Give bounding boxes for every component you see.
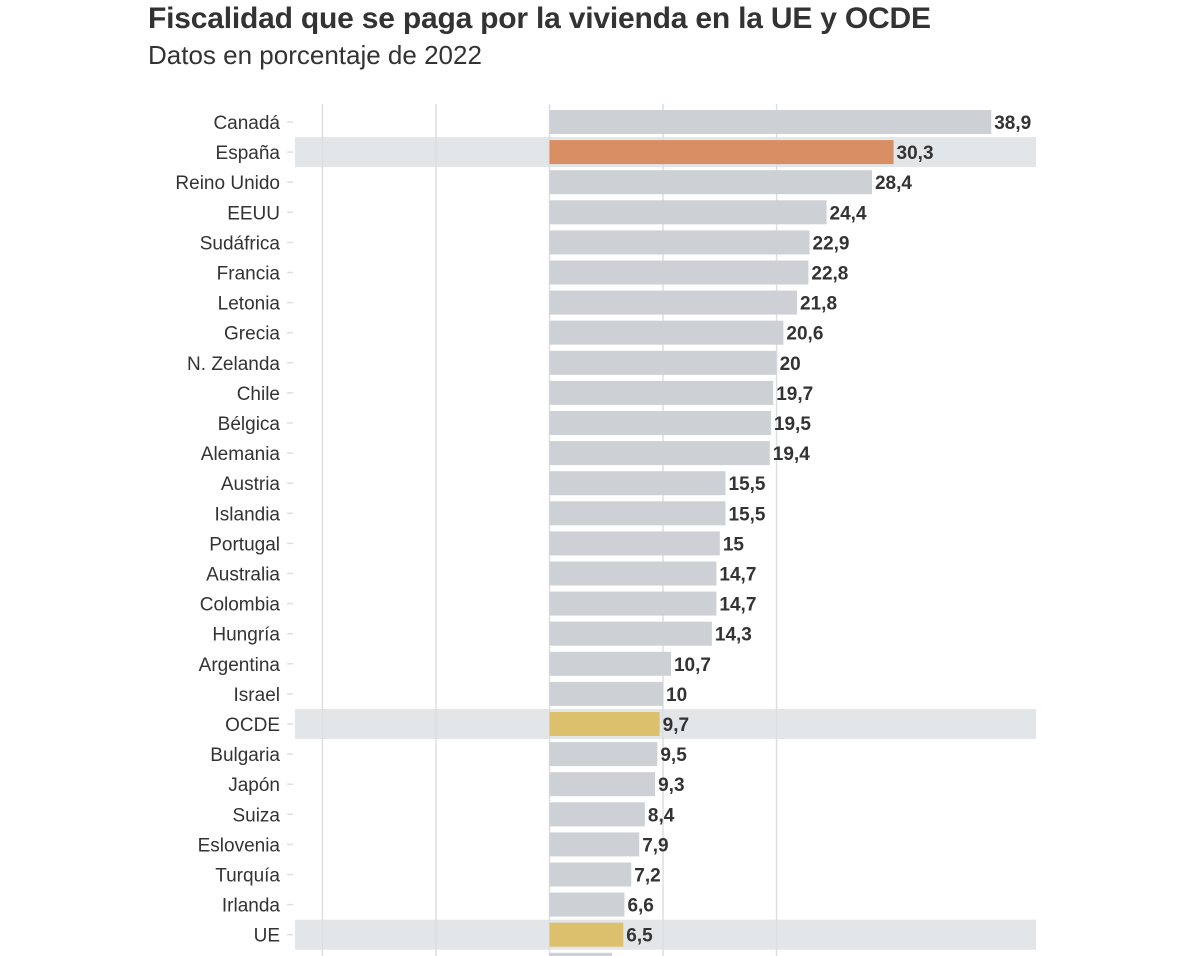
bar: [549, 380, 774, 405]
bar: [549, 862, 632, 887]
value-label: 10,7: [674, 655, 711, 676]
value-label: 14,7: [719, 565, 756, 586]
value-label: 24,4: [830, 203, 867, 224]
value-label: 8,4: [648, 805, 675, 826]
value-label: 15,5: [729, 504, 766, 525]
bar: [549, 531, 720, 556]
category-label: Francia: [217, 264, 281, 285]
category-label: Portugal: [209, 534, 280, 555]
category-label: Eslovenia: [198, 835, 281, 856]
bar: [549, 260, 809, 285]
bar: [549, 712, 660, 736]
value-label: 14,7: [719, 595, 756, 616]
category-label: Canadá: [213, 113, 280, 134]
category-label: Suiza: [232, 805, 280, 826]
category-label: Bulgaria: [210, 745, 280, 766]
value-label: 19,5: [774, 414, 811, 435]
bar: [549, 651, 671, 676]
bar: [549, 320, 784, 345]
bar: [549, 200, 827, 225]
bar: [549, 591, 717, 616]
value-label: 15: [723, 534, 745, 555]
category-label: Alemania: [201, 444, 281, 465]
value-label: 30,3: [897, 143, 934, 164]
bar: [549, 501, 726, 526]
bar: [549, 681, 664, 706]
category-label: N. Zelanda: [187, 354, 280, 375]
category-label: Argentina: [199, 655, 281, 676]
value-label: 22,8: [811, 264, 848, 285]
bar: [549, 922, 624, 947]
category-label: Turquía: [215, 866, 280, 887]
highlight-band: [295, 919, 1036, 950]
category-label: Hungría: [212, 625, 280, 646]
value-label: 20: [780, 354, 801, 375]
category-label: Australia: [206, 565, 280, 586]
value-label: 7,2: [634, 866, 660, 887]
value-label: 14,3: [715, 625, 752, 646]
bar: [549, 170, 872, 195]
value-label: 9,7: [663, 715, 689, 736]
category-label: Grecia: [224, 324, 280, 345]
category-label: Sudáfrica: [200, 233, 281, 254]
category-label: Reino Unido: [175, 173, 280, 194]
bar: [549, 621, 712, 646]
bar: [549, 230, 810, 255]
category-label: Austria: [221, 474, 281, 495]
category-label: OCDE: [225, 715, 280, 736]
category-label: España: [216, 143, 281, 164]
value-label: 6,6: [627, 896, 653, 917]
bar: [549, 290, 798, 315]
value-label: 19,7: [776, 384, 813, 405]
value-label: 21,8: [800, 294, 837, 315]
value-label: 28,4: [875, 173, 912, 194]
value-label: 9,3: [658, 775, 684, 796]
bar: [549, 441, 770, 466]
category-label: Chile: [237, 384, 280, 405]
bar: [549, 742, 658, 767]
bar: [549, 411, 771, 435]
bar: [549, 561, 717, 586]
category-label: UE: [254, 926, 280, 947]
bar: [549, 772, 656, 797]
bar: [549, 110, 992, 134]
category-label: Japón: [228, 775, 280, 796]
highlight-band: [295, 709, 1036, 739]
category-label: Irlanda: [222, 896, 281, 917]
bar: [549, 832, 640, 857]
value-label: 15,5: [729, 474, 766, 495]
bar: [549, 350, 777, 375]
chart-title: Fiscalidad que se paga por la vivienda e…: [148, 2, 931, 35]
category-label: Israel: [234, 685, 280, 706]
value-label: 7,9: [642, 835, 668, 856]
category-label: Letonia: [218, 294, 281, 315]
value-label: 9,5: [660, 745, 687, 766]
value-label: 22,9: [813, 233, 850, 254]
bar: [549, 892, 625, 917]
value-label: 10: [666, 685, 687, 706]
bar: [549, 140, 894, 165]
category-label: EEUU: [227, 203, 280, 224]
value-label: 38,9: [994, 113, 1031, 134]
category-label: Islandia: [215, 504, 281, 525]
chart-subtitle: Datos en porcentaje de 2022: [148, 40, 482, 70]
value-label: 6,5: [626, 926, 653, 947]
value-label: 20,6: [786, 324, 823, 345]
bar: [549, 471, 726, 496]
value-label: 19,4: [773, 444, 810, 465]
category-label: Bélgica: [218, 414, 281, 435]
bar-cropped: [549, 952, 612, 956]
bar: [549, 802, 645, 827]
category-label: Colombia: [200, 595, 281, 616]
